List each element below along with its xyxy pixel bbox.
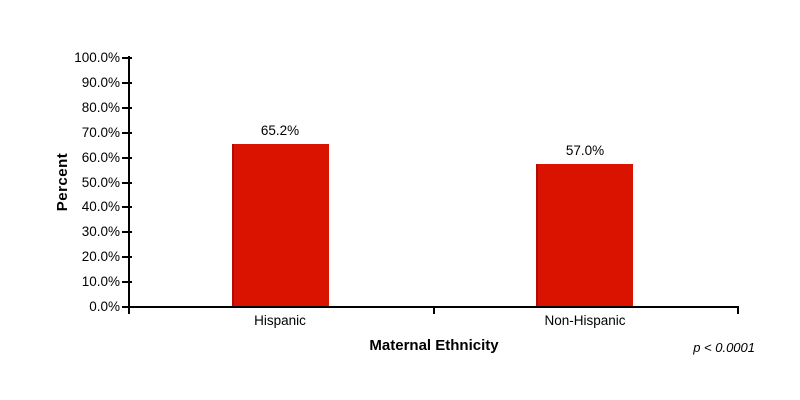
p-value-annotation: p < 0.0001: [693, 340, 755, 355]
y-tick-mark: [122, 206, 132, 208]
y-tick-label: 0.0%: [89, 299, 120, 314]
y-tick-label: 80.0%: [81, 100, 120, 115]
y-tick-label: 50.0%: [81, 175, 120, 190]
y-tick-label: 10.0%: [81, 274, 120, 289]
bar-value-label: 57.0%: [565, 143, 605, 158]
y-tick-mark: [122, 57, 132, 59]
y-tick-mark: [122, 182, 132, 184]
x-tick-mark: [737, 308, 739, 314]
y-tick-mark: [122, 231, 132, 233]
bar-value-label: 65.2%: [260, 123, 300, 138]
y-tick-mark: [122, 82, 132, 84]
x-tick-mark: [128, 308, 130, 314]
bar-non-hispanic: [536, 164, 633, 306]
y-tick-label: 60.0%: [81, 150, 120, 165]
bar-hispanic: [232, 144, 329, 306]
x-axis-title: Maternal Ethnicity: [369, 337, 499, 354]
x-tick-mark: [433, 308, 435, 314]
y-tick-label: 20.0%: [81, 249, 120, 264]
x-axis-line: [128, 306, 739, 308]
y-tick-label: 70.0%: [81, 125, 120, 140]
y-tick-label: 90.0%: [81, 75, 120, 90]
y-tick-mark: [122, 306, 132, 308]
x-category-label: Hispanic: [254, 313, 306, 328]
y-tick-mark: [122, 256, 132, 258]
x-category-label: Non-Hispanic: [544, 313, 626, 328]
y-tick-mark: [122, 107, 132, 109]
y-tick-mark: [122, 281, 132, 283]
y-tick-mark: [122, 157, 132, 159]
y-tick-label: 100.0%: [74, 50, 120, 65]
y-tick-mark: [122, 132, 132, 134]
y-tick-label: 30.0%: [81, 224, 120, 239]
y-tick-label: 40.0%: [81, 199, 120, 214]
